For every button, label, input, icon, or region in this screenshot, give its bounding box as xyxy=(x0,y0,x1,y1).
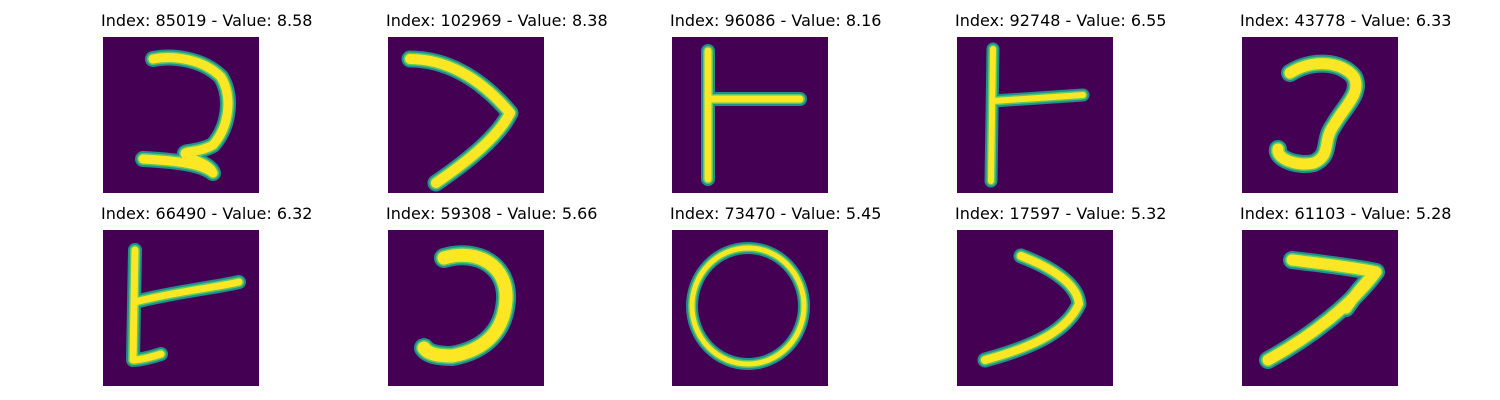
index-label: Index: xyxy=(1240,204,1289,223)
value-label: Value: xyxy=(518,11,567,30)
hook-like-glyph xyxy=(1242,37,1398,193)
index-value: 66490 xyxy=(156,204,207,223)
panel-title: Index: 96086 - Value: 8.16 xyxy=(670,11,830,31)
index-label: Index: xyxy=(670,204,719,223)
digit-image xyxy=(957,230,1113,386)
value-number: 8.58 xyxy=(277,11,313,30)
separator: - xyxy=(1066,11,1072,30)
digit-image xyxy=(1242,230,1398,386)
panel-title: Index: 66490 - Value: 6.32 xyxy=(101,204,261,224)
angle-right-like-glyph xyxy=(957,230,1113,386)
separator: - xyxy=(507,11,513,30)
digit-image xyxy=(388,230,544,386)
image-panel: Index: 102969 - Value: 8.38 xyxy=(386,0,636,190)
panel-title: Index: 17597 - Value: 5.32 xyxy=(955,204,1115,224)
index-label: Index: xyxy=(386,204,435,223)
value-label: Value: xyxy=(791,11,840,30)
index-value: 96086 xyxy=(725,11,776,30)
value-label: Value: xyxy=(507,204,556,223)
value-label: Value: xyxy=(1076,11,1125,30)
index-label: Index: xyxy=(386,11,435,30)
value-label: Value: xyxy=(222,11,271,30)
t-left-like-glyph xyxy=(672,37,828,193)
value-label: Value: xyxy=(1361,204,1410,223)
value-number: 6.32 xyxy=(277,204,313,223)
index-label: Index: xyxy=(1240,11,1289,30)
index-label: Index: xyxy=(101,11,150,30)
index-value: 43778 xyxy=(1295,11,1346,30)
arrow-right-like-glyph xyxy=(1242,230,1398,386)
image-panel: Index: 92748 - Value: 6.55 xyxy=(955,0,1205,190)
index-value: 17597 xyxy=(1010,204,1061,223)
digit-image xyxy=(1242,37,1398,193)
image-panel: Index: 73470 - Value: 5.45 xyxy=(670,193,920,383)
panel-title: Index: 102969 - Value: 8.38 xyxy=(386,11,546,31)
image-panel: Index: 96086 - Value: 8.16 xyxy=(670,0,920,190)
value-label: Value: xyxy=(1076,204,1125,223)
digit-image xyxy=(103,230,259,386)
digit-image xyxy=(957,37,1113,193)
image-panel: Index: 85019 - Value: 8.58 xyxy=(101,0,351,190)
digit-2-like-glyph xyxy=(103,37,259,193)
image-panel: Index: 17597 - Value: 5.32 xyxy=(955,193,1205,383)
digit-image xyxy=(388,37,544,193)
value-number: 6.55 xyxy=(1131,11,1167,30)
separator: - xyxy=(781,204,787,223)
separator: - xyxy=(781,11,787,30)
separator: - xyxy=(1351,11,1357,30)
separator: - xyxy=(212,204,218,223)
t-left-like-glyph xyxy=(103,230,259,386)
image-panel: Index: 43778 - Value: 6.33 xyxy=(1240,0,1490,190)
panel-title: Index: 92748 - Value: 6.55 xyxy=(955,11,1115,31)
value-number: 6.33 xyxy=(1416,11,1452,30)
value-number: 8.16 xyxy=(846,11,882,30)
panel-title: Index: 61103 - Value: 5.28 xyxy=(1240,204,1400,224)
value-label: Value: xyxy=(791,204,840,223)
separator: - xyxy=(1351,204,1357,223)
value-number: 5.28 xyxy=(1416,204,1452,223)
index-label: Index: xyxy=(955,11,1004,30)
value-label: Value: xyxy=(222,204,271,223)
value-number: 5.32 xyxy=(1131,204,1167,223)
panel-title: Index: 85019 - Value: 8.58 xyxy=(101,11,261,31)
separator: - xyxy=(497,204,503,223)
index-value: 73470 xyxy=(725,204,776,223)
t-left-like-glyph xyxy=(957,37,1113,193)
angle-right-like-glyph xyxy=(388,37,544,193)
digit-image xyxy=(672,230,828,386)
reverse-c-like-glyph xyxy=(388,230,544,386)
image-panel: Index: 61103 - Value: 5.28 xyxy=(1240,193,1490,383)
panel-title: Index: 43778 - Value: 6.33 xyxy=(1240,11,1400,31)
index-label: Index: xyxy=(670,11,719,30)
value-number: 8.38 xyxy=(572,11,608,30)
index-value: 59308 xyxy=(441,204,492,223)
digit-image xyxy=(103,37,259,193)
image-panel: Index: 66490 - Value: 6.32 xyxy=(101,193,351,383)
separator: - xyxy=(212,11,218,30)
index-value: 102969 xyxy=(441,11,502,30)
index-label: Index: xyxy=(101,204,150,223)
panel-title: Index: 73470 - Value: 5.45 xyxy=(670,204,830,224)
separator: - xyxy=(1066,204,1072,223)
zero-like-glyph xyxy=(672,230,828,386)
digit-image xyxy=(672,37,828,193)
index-value: 61103 xyxy=(1295,204,1346,223)
value-number: 5.45 xyxy=(846,204,882,223)
index-value: 92748 xyxy=(1010,11,1061,30)
index-value: 85019 xyxy=(156,11,207,30)
value-number: 5.66 xyxy=(562,204,598,223)
value-label: Value: xyxy=(1361,11,1410,30)
index-label: Index: xyxy=(955,204,1004,223)
panel-title: Index: 59308 - Value: 5.66 xyxy=(386,204,546,224)
image-panel: Index: 59308 - Value: 5.66 xyxy=(386,193,636,383)
